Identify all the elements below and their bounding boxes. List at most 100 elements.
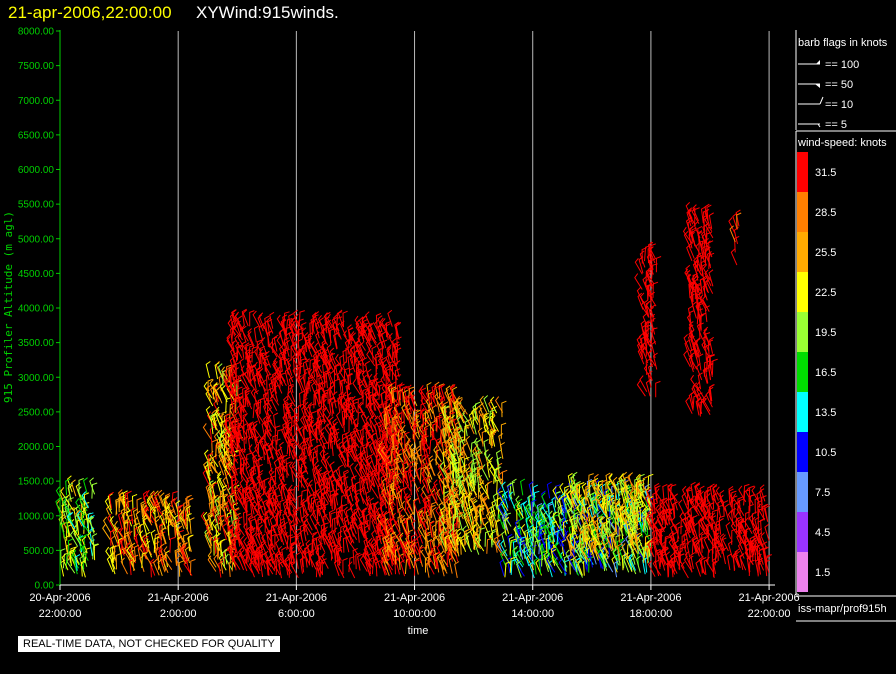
wind-barb bbox=[513, 502, 522, 520]
wind-barb bbox=[126, 545, 136, 563]
wind-barb bbox=[282, 401, 288, 419]
wind-barb bbox=[314, 389, 320, 407]
wind-barb bbox=[239, 479, 247, 496]
wind-barb bbox=[221, 493, 228, 510]
wind-barb bbox=[214, 497, 220, 515]
wind-barb bbox=[390, 481, 397, 498]
wind-barb bbox=[757, 499, 763, 517]
wind-barb bbox=[352, 378, 362, 396]
wind-barb bbox=[387, 429, 393, 447]
wind-barb bbox=[154, 499, 163, 516]
wind-barb bbox=[608, 497, 615, 515]
wind-barb bbox=[289, 424, 295, 442]
wind-barb bbox=[634, 492, 641, 510]
wind-barb bbox=[637, 542, 646, 560]
wind-barb bbox=[444, 422, 451, 439]
wind-barb bbox=[230, 446, 239, 464]
wind-barb bbox=[279, 344, 286, 362]
wind-barb bbox=[605, 480, 611, 497]
wind-barb bbox=[145, 489, 155, 507]
wind-barb bbox=[453, 534, 460, 552]
wind-barb bbox=[571, 517, 577, 534]
wind-barb bbox=[607, 533, 614, 551]
wind-barb bbox=[175, 555, 183, 573]
barb-legend-flag bbox=[816, 60, 820, 64]
wind-barb bbox=[429, 504, 436, 521]
wind-barb bbox=[273, 334, 279, 352]
wind-barb bbox=[429, 520, 435, 538]
wind-barb bbox=[492, 492, 498, 510]
wind-barb bbox=[221, 366, 230, 383]
y-tick-label: 2000.00 bbox=[18, 442, 55, 453]
wind-barb bbox=[685, 201, 693, 219]
wind-barb bbox=[279, 553, 288, 570]
wind-barb bbox=[309, 552, 317, 570]
wind-barb bbox=[571, 530, 579, 548]
wind-barb bbox=[354, 499, 361, 517]
wind-barb bbox=[611, 498, 619, 515]
wind-barb bbox=[439, 514, 447, 532]
wind-barb bbox=[109, 515, 118, 533]
wind-barb bbox=[738, 519, 747, 537]
wind-barb bbox=[743, 483, 750, 500]
wind-barb bbox=[289, 543, 296, 561]
wind-barb bbox=[301, 443, 308, 461]
wind-barb bbox=[665, 508, 672, 525]
wind-barb bbox=[279, 351, 285, 369]
wind-barb bbox=[93, 543, 99, 561]
wind-barb bbox=[420, 402, 426, 419]
wind-barb bbox=[597, 548, 605, 566]
wind-barb bbox=[472, 403, 479, 421]
wind-barb bbox=[700, 312, 707, 329]
wind-barb bbox=[623, 523, 633, 540]
wind-barb bbox=[226, 514, 233, 532]
wind-barb bbox=[388, 505, 395, 523]
wind-barb bbox=[265, 350, 272, 368]
wind-barb bbox=[355, 319, 364, 337]
wind-barb bbox=[305, 539, 313, 557]
wind-barb bbox=[371, 529, 379, 547]
wind-barb bbox=[262, 516, 271, 534]
wind-barb bbox=[551, 548, 557, 566]
wind-barb bbox=[246, 513, 252, 530]
wind-barb bbox=[267, 387, 273, 405]
wind-barb bbox=[133, 544, 140, 562]
wind-barb bbox=[396, 460, 402, 478]
wind-barb bbox=[419, 466, 426, 483]
wind-barb bbox=[539, 504, 547, 522]
wind-barb bbox=[714, 528, 722, 546]
wind-barb bbox=[690, 374, 700, 392]
wind-barb bbox=[401, 403, 409, 421]
wind-barb bbox=[361, 370, 369, 387]
wind-barb bbox=[707, 363, 714, 381]
wind-barb bbox=[359, 341, 366, 359]
wind-barb bbox=[603, 488, 612, 505]
wind-barb bbox=[441, 405, 447, 423]
wind-barb bbox=[110, 535, 116, 553]
wind-barb bbox=[639, 493, 649, 510]
wind-barb bbox=[371, 469, 377, 486]
wind-barb bbox=[570, 482, 578, 499]
wind-barb bbox=[328, 475, 334, 492]
wind-barb bbox=[89, 514, 95, 532]
wind-barb bbox=[250, 388, 260, 405]
wind-barb bbox=[290, 414, 298, 431]
wind-barb bbox=[222, 476, 230, 494]
wind-barb bbox=[405, 518, 411, 535]
wind-barb bbox=[351, 475, 357, 492]
wind-barb bbox=[690, 495, 698, 513]
wind-barb bbox=[272, 360, 280, 378]
wind-barb bbox=[246, 360, 252, 378]
wind-barb bbox=[355, 323, 365, 340]
wind-barb bbox=[276, 314, 285, 332]
wind-barb bbox=[276, 336, 286, 353]
wind-barb bbox=[567, 507, 574, 525]
wind-barb bbox=[251, 465, 257, 483]
wind-barb bbox=[285, 456, 291, 474]
wind-barb bbox=[701, 532, 707, 549]
wind-barb bbox=[652, 559, 662, 576]
y-axis-ticks: 0.00500.001000.001500.002000.002500.0030… bbox=[18, 27, 60, 592]
wind-barb bbox=[307, 374, 314, 392]
wind-barb bbox=[726, 553, 733, 571]
wind-barb bbox=[348, 367, 355, 384]
